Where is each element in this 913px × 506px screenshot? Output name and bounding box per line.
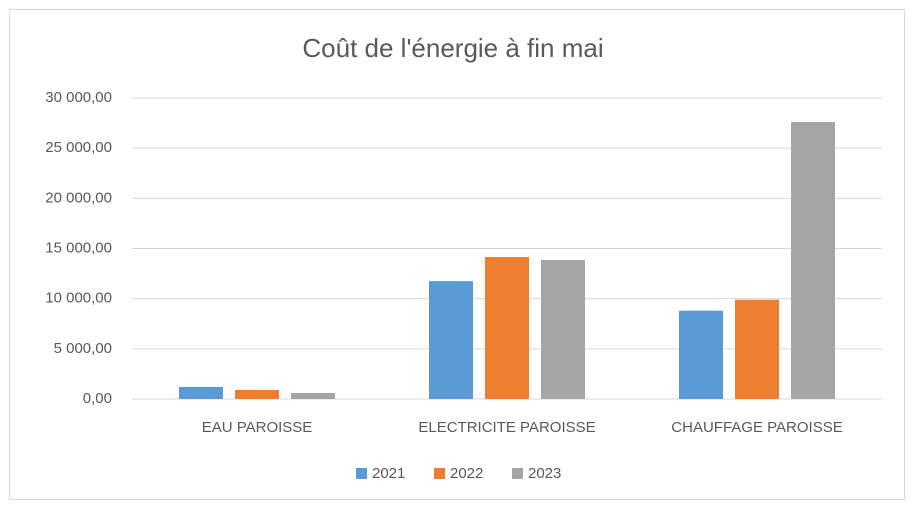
- bar: [679, 310, 723, 399]
- y-tick-label: 0,00: [83, 390, 112, 407]
- legend-swatch: [434, 468, 445, 479]
- legend-swatch: [512, 468, 523, 479]
- x-tick-label: ELECTRICITE PAROISSE: [418, 419, 595, 436]
- bar: [235, 389, 279, 399]
- bar: [735, 299, 779, 399]
- legend-swatch: [356, 468, 367, 479]
- legend-label: 2022: [450, 465, 483, 482]
- y-tick-label: 15 000,00: [45, 239, 112, 256]
- x-tick-label: CHAUFFAGE PAROISSE: [671, 419, 842, 436]
- y-tick-label: 5 000,00: [54, 340, 112, 357]
- chart-title: Coût de l'énergie à fin mai: [302, 33, 603, 63]
- bar: [541, 260, 585, 399]
- y-tick-label: 10 000,00: [45, 290, 112, 307]
- x-tick-label: EAU PAROISSE: [202, 419, 313, 436]
- legend-label: 2023: [528, 465, 561, 482]
- y-tick-label: 20 000,00: [45, 189, 112, 206]
- chart-frame: [9, 9, 905, 500]
- bar: [429, 281, 473, 399]
- bar: [485, 257, 529, 399]
- bar: [179, 386, 223, 399]
- y-tick-label: 25 000,00: [45, 139, 112, 156]
- bar: [791, 122, 835, 399]
- y-tick-label: 30 000,00: [45, 89, 112, 106]
- bar: [291, 392, 335, 399]
- legend-label: 2021: [372, 465, 405, 482]
